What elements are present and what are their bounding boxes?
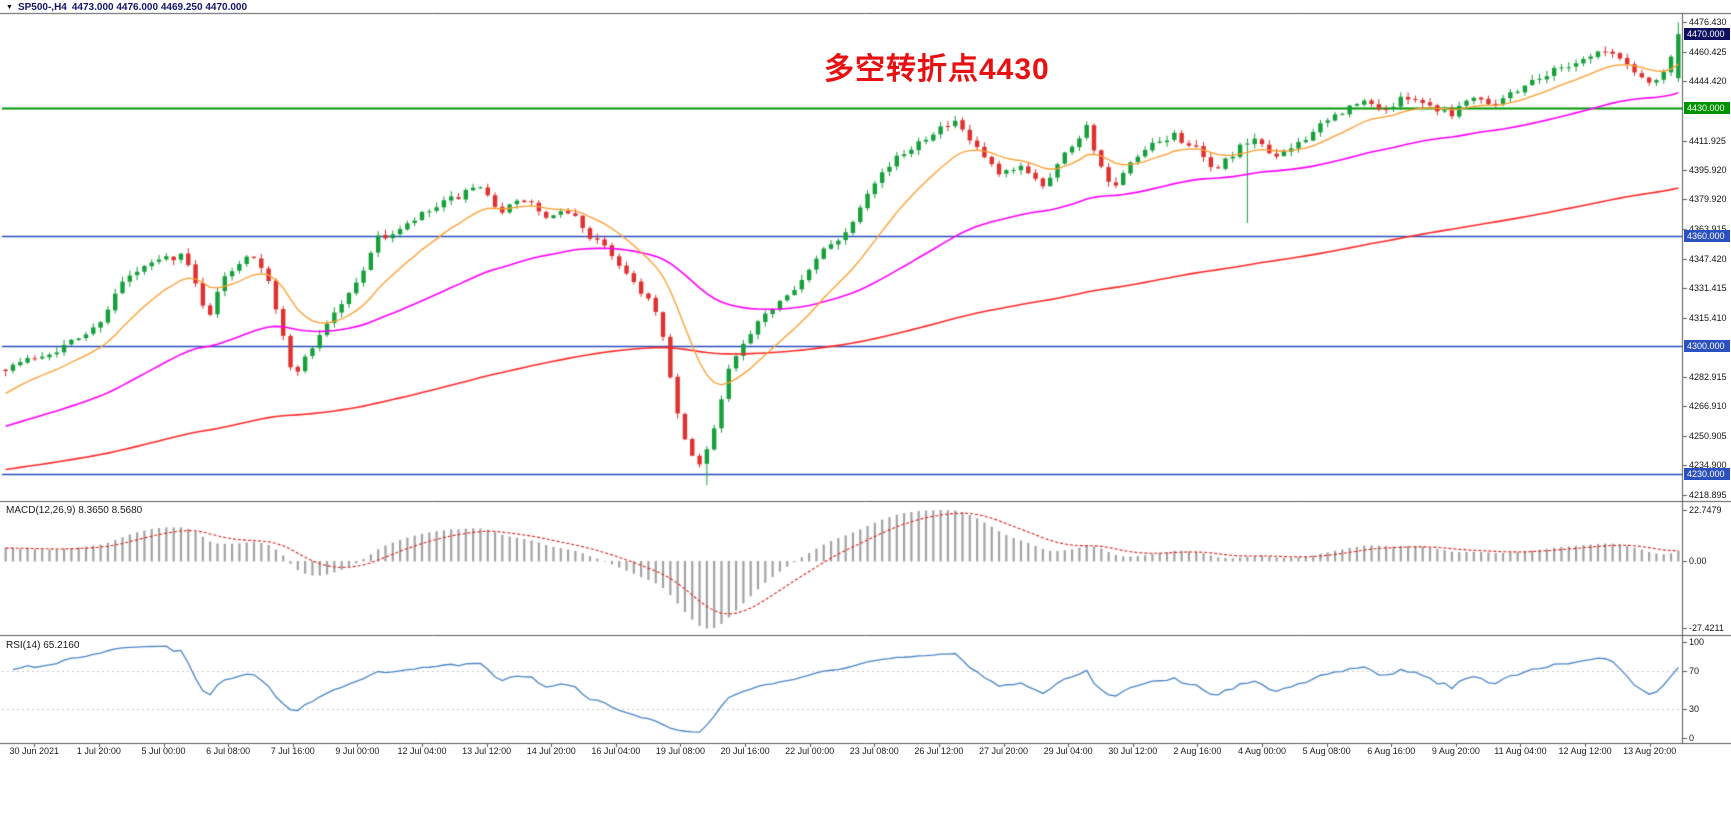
rsi-tick-label: 100 [1689,637,1705,647]
price-tick-label: 4395.920 [1689,164,1727,175]
price-line-badge: 4430.000 [1684,101,1730,114]
time-axis-label: 9 Jul 00:00 [335,746,380,756]
price-line-badge: 4300.000 [1684,339,1730,352]
price-tick-label: 4250.905 [1689,430,1727,441]
rsi-label: RSI(14) 65.2160 [6,640,80,651]
chart-annotation: 多空转折点4430 [824,53,1050,86]
macd-label: MACD(12,26,9) 8.3650 8.5680 [6,505,143,516]
time-axis-label: 19 Jul 08:00 [655,746,705,756]
symbol-bar: ▼ SP500-,H4 4473.000 4476.000 4469.250 4… [6,1,247,13]
time-axis-label: 12 Aug 12:00 [1558,746,1612,756]
rsi-tick-label: 0 [1689,733,1695,743]
price-tick-label: 4315.410 [1689,312,1727,323]
current-price-badge: 4470.000 [1684,28,1730,41]
time-axis-label: 23 Jul 08:00 [849,746,899,756]
price-tick-label: 4379.920 [1689,194,1727,205]
time-axis-label: 30 Jun 2021 [9,746,60,756]
time-axis-label: 11 Aug 04:00 [1494,746,1547,756]
price-tick-label: 4282.915 [1689,372,1727,383]
time-axis-label: 14 Jul 20:00 [526,746,576,756]
time-axis-label: 26 Jul 12:00 [914,746,964,756]
macd-tick-label: -27.4211 [1689,623,1724,633]
time-axis-label: 9 Aug 20:00 [1431,746,1480,756]
price-line-badge: 4230.000 [1684,468,1730,481]
time-axis-label: 1 Jul 20:00 [76,746,121,756]
time-axis-label: 22 Jul 00:00 [785,746,835,756]
time-axis-label: 27 Jul 20:00 [979,746,1029,756]
macd-tick-label: 0.00 [1689,555,1707,566]
price-tick-label: 4347.420 [1689,253,1727,264]
price-tick-label: 4411.925 [1689,135,1726,146]
price-tick-label: 4331.415 [1689,283,1727,294]
price-tick-label: 4234.900 [1689,460,1727,471]
time-axis-label: 13 Aug 20:00 [1623,746,1677,756]
time-axis-label: 6 Aug 16:00 [1367,746,1416,756]
time-axis-label: 13 Jul 12:00 [462,746,512,756]
price-tick-label: 4476.430 [1689,17,1727,28]
time-axis-label: 2 Aug 16:00 [1173,746,1222,756]
price-tick-label: 4218.895 [1689,489,1727,500]
price-tick-label: 4266.910 [1689,401,1727,412]
time-axis-label: 4 Aug 00:00 [1237,746,1287,756]
time-axis-label: 16 Jul 04:00 [591,746,641,756]
rsi-tick-label: 70 [1689,665,1700,676]
time-axis-label: 5 Jul 00:00 [141,746,186,756]
time-axis-label: 5 Aug 08:00 [1302,746,1351,756]
price-tick-label: 4460.425 [1689,46,1727,57]
price-tick-label: 4444.420 [1689,76,1727,87]
time-axis-label: 7 Jul 16:00 [270,746,315,756]
time-axis-label: 6 Jul 08:00 [206,746,251,756]
time-axis-label: 20 Jul 16:00 [720,746,770,756]
time-axis-label: 29 Jul 04:00 [1043,746,1093,756]
price-line-badge: 4360.000 [1684,229,1730,242]
rsi-tick-label: 30 [1689,704,1700,715]
symbol-expander-icon[interactable]: ▼ [6,3,13,11]
time-axis-label: 30 Jul 12:00 [1108,746,1158,756]
time-axis-label: 12 Jul 04:00 [397,746,447,756]
symbol-label: SP500-,H4 [17,1,67,13]
macd-tick-label: 22.7479 [1689,505,1722,515]
price-tick-label: 4363.915 [1689,223,1727,234]
quote-ohlc: 4473.000 4476.000 4469.250 4470.000 [71,1,248,13]
